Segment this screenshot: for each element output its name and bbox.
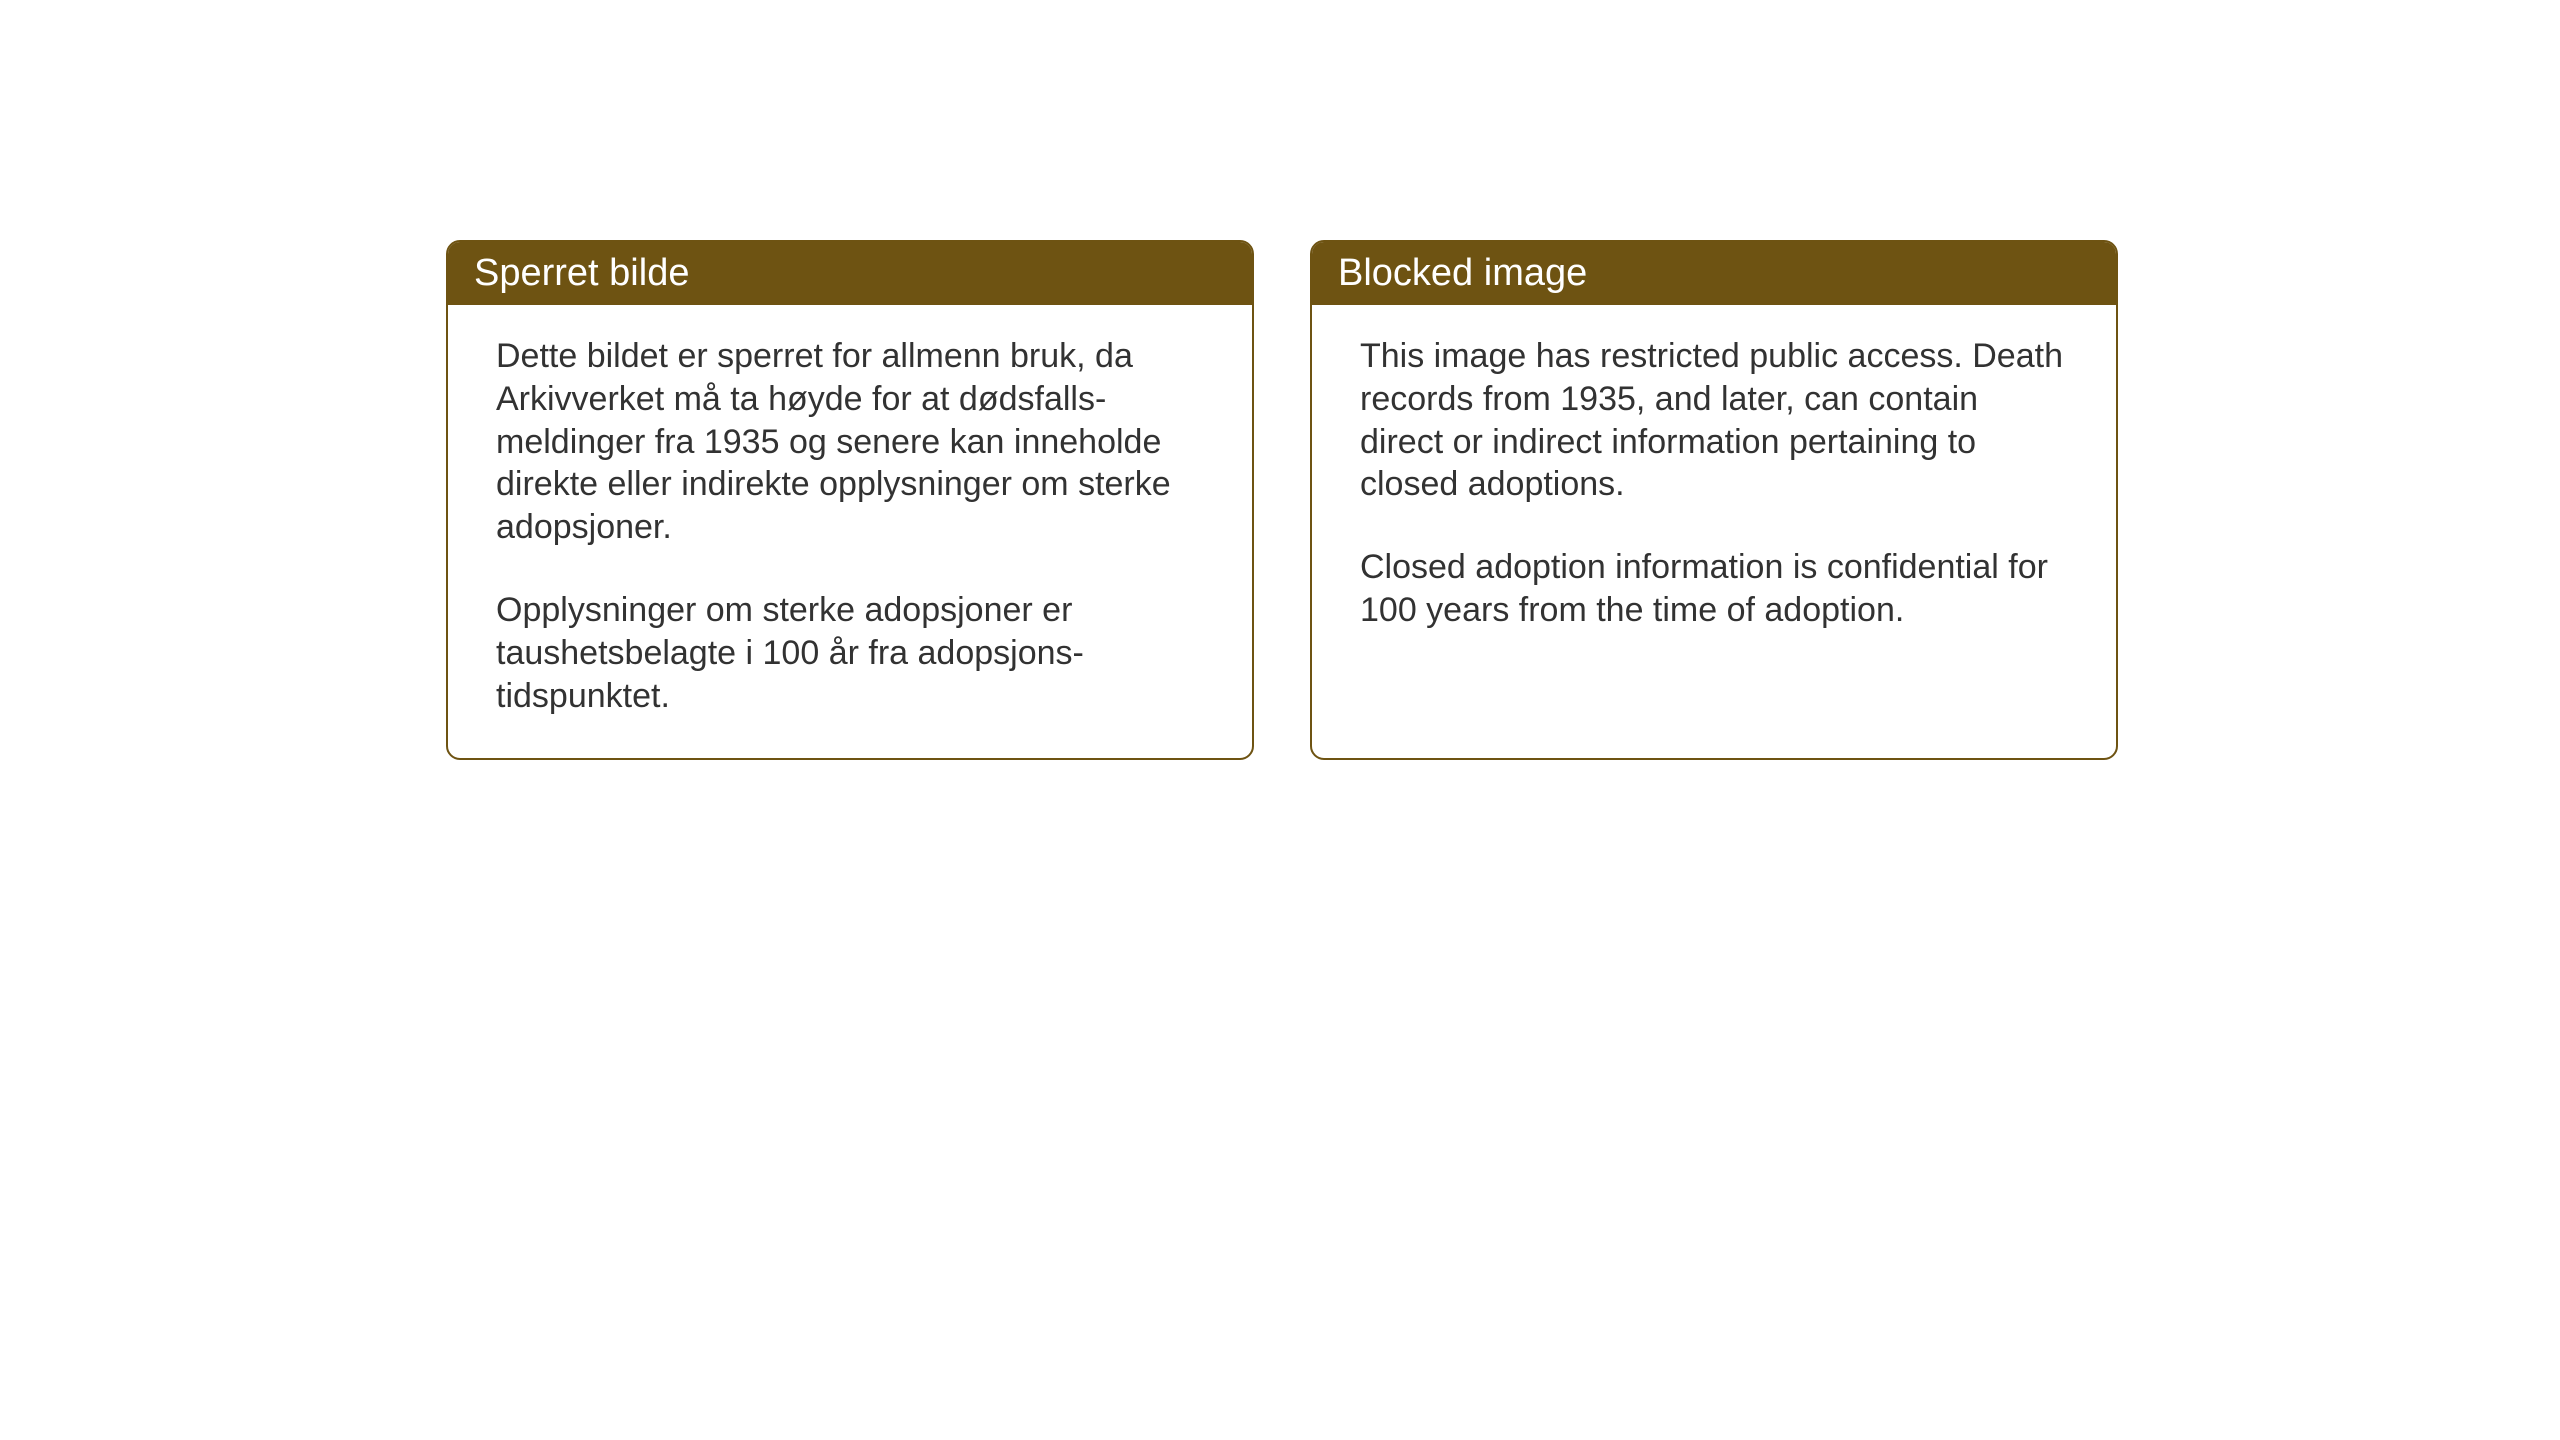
norwegian-notice-card: Sperret bilde Dette bildet er sperret fo… (446, 240, 1254, 760)
english-paragraph-1: This image has restricted public access.… (1360, 335, 2068, 506)
norwegian-card-body: Dette bildet er sperret for allmenn bruk… (448, 305, 1252, 758)
english-paragraph-2: Closed adoption information is confident… (1360, 546, 2068, 632)
norwegian-card-title: Sperret bilde (448, 242, 1252, 305)
norwegian-paragraph-2: Opplysninger om sterke adopsjoner er tau… (496, 589, 1204, 717)
english-card-body: This image has restricted public access.… (1312, 305, 2116, 672)
english-notice-card: Blocked image This image has restricted … (1310, 240, 2118, 760)
notice-container: Sperret bilde Dette bildet er sperret fo… (446, 240, 2118, 760)
english-card-title: Blocked image (1312, 242, 2116, 305)
norwegian-paragraph-1: Dette bildet er sperret for allmenn bruk… (496, 335, 1204, 549)
